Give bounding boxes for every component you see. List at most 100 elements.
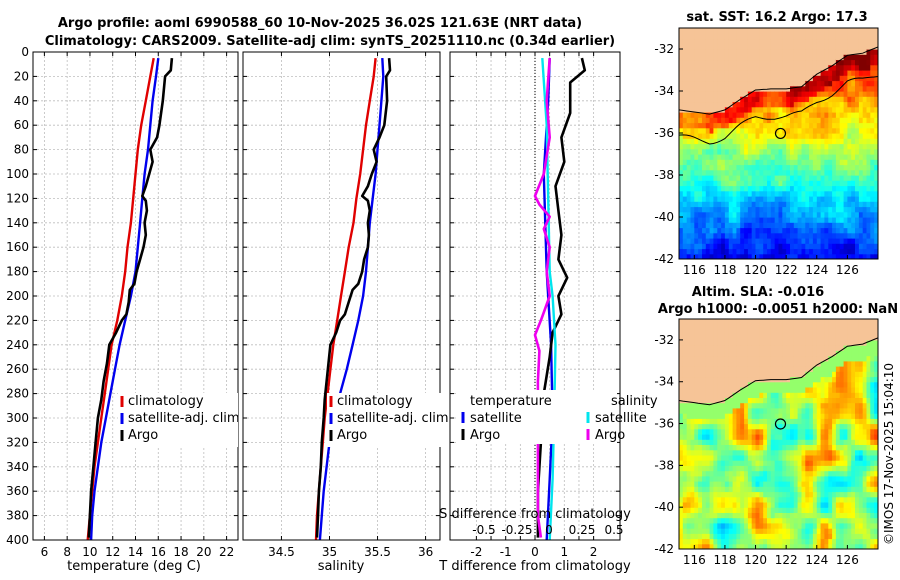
- map-cell: [747, 54, 753, 61]
- map-cell: [862, 138, 868, 145]
- map-cell: [679, 528, 684, 534]
- map-cell: [855, 543, 860, 549]
- map-cell: [805, 387, 810, 393]
- map-cell: [770, 465, 776, 472]
- map-cell: [839, 538, 845, 545]
- map-cell: [797, 329, 802, 336]
- map-cell: [747, 366, 753, 372]
- map-cell: [820, 33, 825, 40]
- map-cell: [820, 64, 825, 71]
- map-cell: [717, 38, 722, 45]
- map-cell: [728, 538, 734, 545]
- map-cell: [797, 248, 802, 255]
- map-cell: [790, 444, 795, 451]
- map-cell: [797, 428, 802, 435]
- map-cell: [782, 49, 787, 55]
- map-cell: [812, 159, 818, 166]
- map-cell: [790, 428, 795, 435]
- map-cell: [855, 319, 860, 325]
- map-cell: [847, 434, 852, 440]
- map-cell: [774, 217, 780, 223]
- map-cell: [862, 175, 868, 181]
- map-cell: [839, 423, 845, 430]
- map-cell: [862, 533, 868, 540]
- map-cell: [702, 517, 707, 524]
- map-cell: [763, 512, 768, 519]
- map-cell: [847, 211, 852, 218]
- map-cell: [866, 180, 871, 187]
- map-cell: [820, 444, 825, 451]
- map-cell: [870, 75, 875, 82]
- map-cell: [790, 376, 795, 383]
- map-cell: [870, 154, 875, 160]
- map-cell: [740, 528, 745, 534]
- map-cell: [828, 481, 833, 487]
- series-line-satellite-adj-clim: [89, 57, 160, 540]
- map-cell: [682, 502, 688, 508]
- map-cell: [744, 96, 749, 103]
- map-cell: [724, 159, 730, 166]
- map-cell: [698, 80, 703, 87]
- map-cell: [736, 196, 741, 202]
- map-cell: [778, 253, 783, 259]
- map-cell: [770, 196, 776, 202]
- map-cell: [843, 159, 848, 166]
- map-cell: [797, 319, 802, 325]
- map-cell: [782, 444, 787, 451]
- map-cell: [851, 449, 856, 456]
- map-cell: [812, 345, 818, 351]
- map-cell: [724, 75, 730, 82]
- map-cell: [874, 538, 878, 545]
- map-cell: [694, 324, 699, 330]
- map-cell: [874, 339, 878, 346]
- map-cell: [755, 350, 760, 357]
- map-cell: [858, 543, 864, 549]
- map-cell: [874, 423, 878, 430]
- legend-label: Argo: [337, 428, 367, 443]
- map-cell: [694, 122, 699, 129]
- map-cell: [690, 402, 695, 409]
- map-cell: [812, 376, 818, 383]
- map-cell: [690, 38, 695, 45]
- map-cell: [713, 366, 718, 372]
- map-cell: [858, 434, 864, 440]
- map-cell: [793, 59, 799, 66]
- map-cell: [866, 371, 871, 378]
- map-cell: [767, 334, 772, 341]
- map-cell: [740, 444, 745, 451]
- map-cell: [717, 470, 722, 477]
- map-cell: [828, 496, 833, 503]
- map-cell: [812, 371, 818, 378]
- map-cell: [786, 185, 791, 192]
- map-cell: [751, 33, 757, 40]
- map-cell: [801, 64, 806, 71]
- map-cell: [805, 227, 810, 234]
- map-cell: [721, 196, 726, 202]
- map-cell: [763, 319, 768, 325]
- map-cell: [851, 434, 856, 440]
- map-cell: [778, 28, 783, 34]
- map-cell: [721, 449, 726, 456]
- map-cell: [770, 96, 776, 103]
- map-cell: [805, 449, 810, 456]
- map-cell: [858, 106, 864, 113]
- map-cell: [763, 329, 768, 336]
- map-cell: [724, 80, 730, 87]
- map-cell: [782, 91, 787, 97]
- map-cell: [851, 159, 856, 166]
- map-cell: [793, 350, 799, 357]
- map-cell: [751, 507, 757, 513]
- map-cell: [732, 138, 737, 145]
- map-cell: [682, 533, 688, 540]
- map-cell: [744, 185, 749, 192]
- map-cell: [847, 360, 852, 367]
- map-cell: [782, 59, 787, 66]
- map-cell: [851, 387, 856, 393]
- map-cell: [709, 366, 714, 372]
- map-cell: [839, 324, 845, 330]
- map-cell: [824, 423, 829, 430]
- map-cell: [855, 481, 860, 487]
- map-cell: [797, 449, 802, 456]
- map-cell: [702, 227, 707, 234]
- map-cell: [793, 397, 799, 404]
